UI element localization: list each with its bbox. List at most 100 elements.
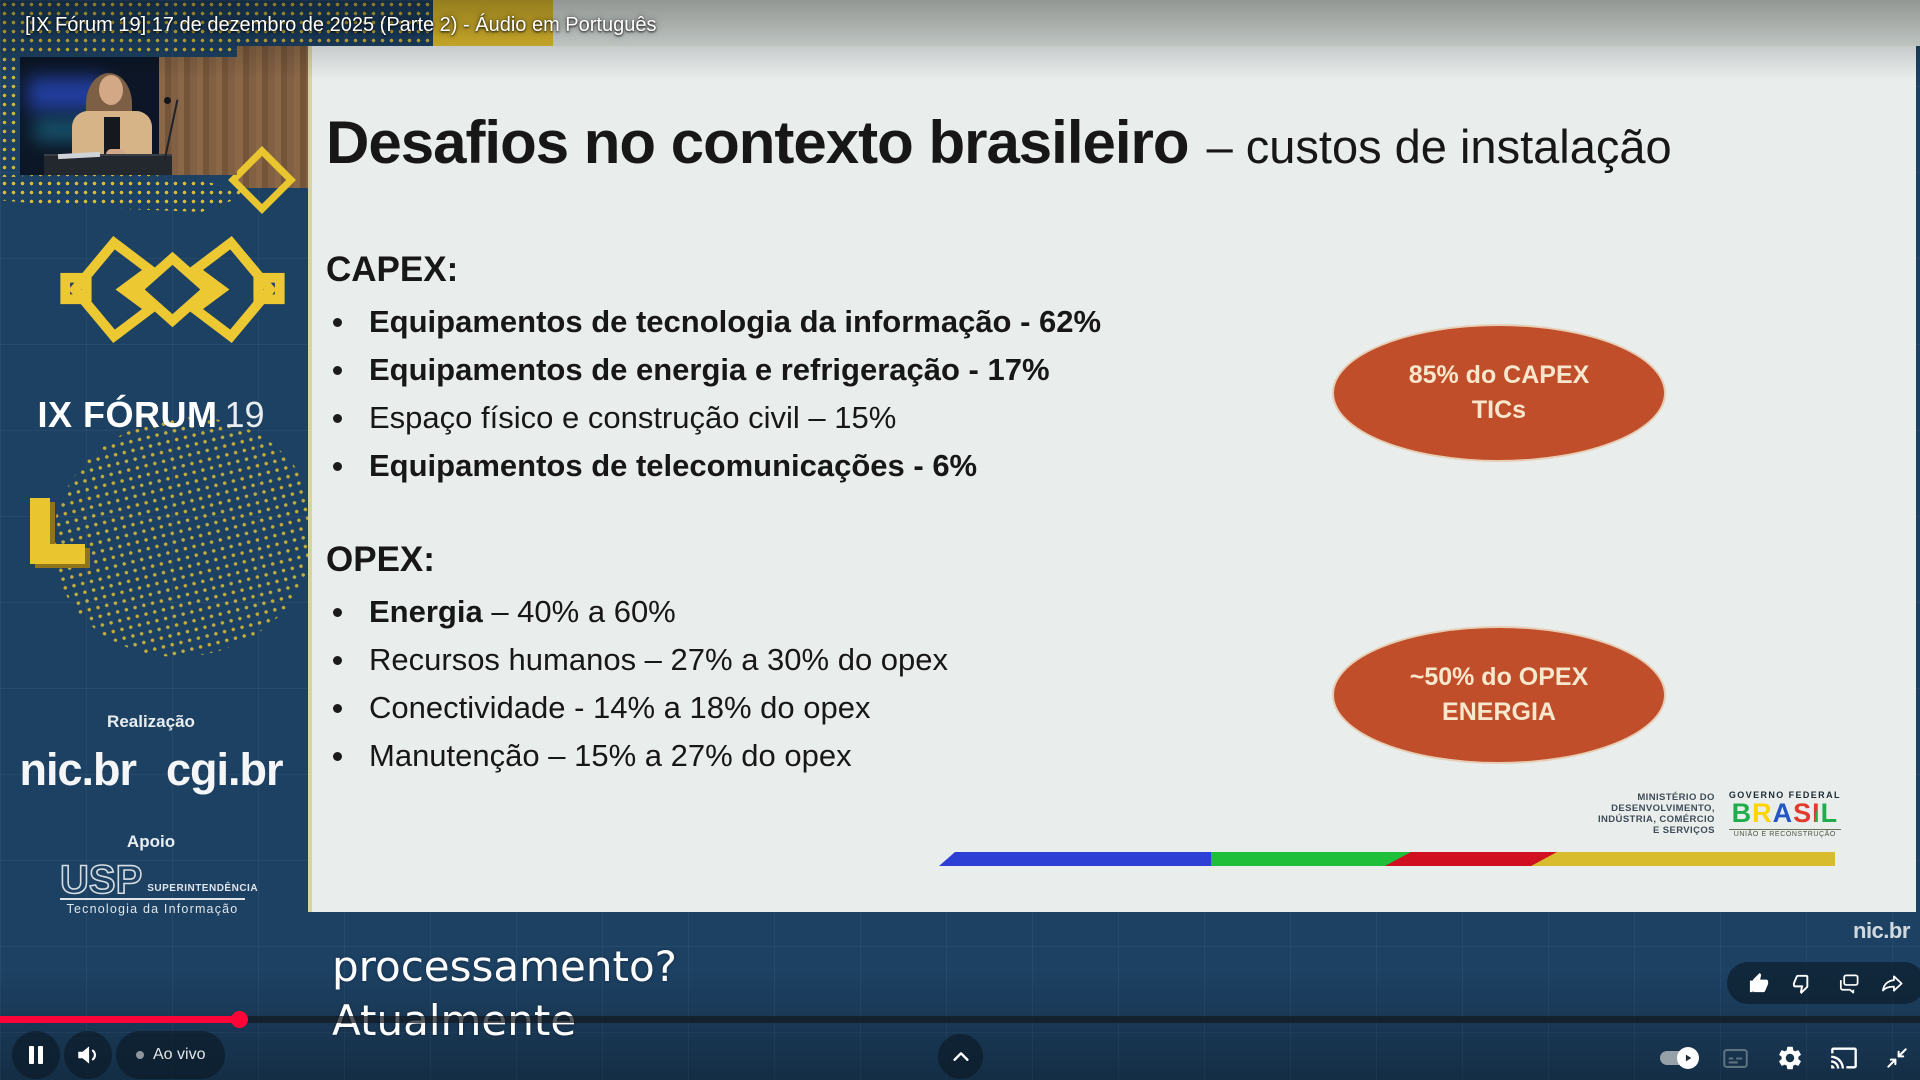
capex-item-text: Equipamentos de telecomunicações - 6% [369, 448, 978, 483]
dot-pattern-left [0, 55, 20, 177]
ministry-line: E SERVIÇOS [1652, 825, 1715, 836]
subtitles-button[interactable] [1722, 1045, 1749, 1072]
expand-controls-button[interactable] [938, 1034, 983, 1079]
ministry-line: DESENVOLVIMENTO, [1611, 803, 1715, 814]
ix-forum-logo-text: IX FÓRUM 19 [0, 394, 302, 436]
brasil-logo: GOVERNO FEDERAL BRASIL UNIÃO E RECONSTRU… [1728, 790, 1841, 838]
comments-button[interactable] [1837, 972, 1860, 995]
progress-bar-track[interactable] [0, 1016, 1920, 1023]
live-indicator[interactable]: Ao vivo [116, 1031, 226, 1079]
uniao-reconstrucao-label: UNIÃO E RECONSTRUÇÃO [1733, 831, 1836, 838]
bullet-dot [333, 655, 342, 665]
dislike-button[interactable] [1792, 972, 1815, 995]
subtitles-icon [1723, 1048, 1749, 1068]
cgibr-logo: cgi.br [166, 744, 284, 795]
bullet-dot [333, 365, 342, 375]
opex-heading: OPEX: [326, 540, 435, 579]
exit-fullscreen-icon [1887, 1048, 1907, 1068]
chevron-up-icon [952, 1051, 969, 1061]
governo-federal-label: GOVERNO FEDERAL [1728, 790, 1841, 800]
nicbr-logo: nic.br [19, 744, 137, 795]
thumbs-up-icon [1749, 972, 1768, 992]
wood-wall [237, 46, 308, 188]
bullet-dot [333, 607, 342, 617]
thumbs-down-icon [1793, 974, 1809, 994]
government-logos: MINISTÉRIO DO DESENVOLVIMENTO, INDÚSTRIA… [1598, 790, 1841, 838]
capex-callout-line2: TICs [1471, 396, 1527, 424]
caption-line-1: processamento? [332, 942, 677, 991]
opex-item-text: – 40% a 60% [482, 594, 676, 629]
bullet-dot [333, 317, 342, 327]
usp-ti-label: Tecnologia da Informação [66, 902, 239, 916]
reactions-bar [1727, 962, 1920, 1004]
opex-callout-line1: ~50% do OPEX [1409, 663, 1589, 691]
slide-title: Desafios no contexto brasileiro – custos… [326, 108, 1672, 177]
capex-item: Equipamentos de energia e refrigeração -… [326, 346, 1101, 394]
settings-button[interactable] [1776, 1044, 1804, 1072]
volume-button[interactable] [64, 1031, 112, 1079]
ix-forum-logo-mark [60, 236, 285, 343]
opex-item-text: Manutenção – 15% a 27% do opex [369, 738, 852, 773]
organizer-logos: nic.br cgi.br [0, 744, 302, 796]
ribbon-blue [939, 852, 1211, 866]
bullet-dot [333, 461, 342, 471]
event-name: IX FÓRUM [37, 394, 218, 435]
cast-icon [1830, 1047, 1857, 1069]
opex-item: Energia – 40% a 60% [326, 588, 948, 636]
bullet-dot [333, 751, 342, 761]
live-label: Ao vivo [153, 1046, 206, 1063]
capex-item: Espaço físico e construção civil – 15% [326, 394, 1101, 442]
gear-icon [1778, 1046, 1801, 1070]
autoplay-toggle[interactable] [1660, 1047, 1699, 1069]
opex-item-lead: Energia [369, 594, 483, 629]
opex-item: Manutenção – 15% a 27% do opex [326, 732, 948, 780]
ministry-line: INDÚSTRIA, COMÉRCIO [1598, 814, 1715, 825]
opex-item: Recursos humanos – 27% a 30% do opex [326, 636, 948, 684]
usp-superintendencia: SUPERINTENDÊNCIA [147, 883, 259, 894]
exit-fullscreen-button[interactable] [1884, 1045, 1910, 1071]
comments-icon [1839, 973, 1859, 993]
brasil-divider [1728, 829, 1841, 830]
autoplay-knob [1677, 1047, 1699, 1069]
l-shape-graphic [30, 498, 90, 568]
opex-list: Energia – 40% a 60% Recursos humanos – 2… [326, 588, 948, 780]
top-scrim [0, 0, 1920, 80]
nicbr-watermark: nic.br [1853, 918, 1910, 943]
opex-item: Conectividade - 14% a 18% do opex [326, 684, 948, 732]
slide-title-sub: – custos de instalação [1206, 120, 1672, 173]
dot-pattern-top [0, 0, 433, 52]
slide-color-ribbon [939, 852, 1861, 866]
video-title-link[interactable]: [IX Fórum 19] 17 de dezembro de 2025 (Pa… [25, 14, 657, 36]
capex-callout-ellipse: 85% do CAPEX TICs [1332, 324, 1666, 462]
usp-divider [60, 898, 245, 900]
yellow-stage-graphic [433, 0, 553, 46]
like-button[interactable] [1748, 972, 1771, 995]
share-button[interactable] [1881, 972, 1904, 995]
capex-item-text: Equipamentos de tecnologia da informação… [369, 304, 1102, 339]
event-number: 19 [224, 394, 265, 435]
speaker-face [99, 75, 123, 105]
slide-title-main: Desafios no contexto brasileiro [326, 109, 1190, 176]
cast-button[interactable] [1830, 1044, 1858, 1072]
progress-scrubber[interactable] [231, 1011, 248, 1028]
volume-icon [78, 1046, 96, 1064]
presentation-slide: Desafios no contexto brasileiro – custos… [308, 46, 1916, 912]
capex-item-text: Espaço físico e construção civil – 15% [369, 400, 897, 435]
capex-item: Equipamentos de tecnologia da informação… [326, 298, 1101, 346]
share-icon [1882, 974, 1903, 992]
speaker-camera [20, 57, 237, 175]
player-settings-bar [1660, 1040, 1910, 1076]
venue-screen-top-strip [553, 0, 1920, 46]
autoplay-track [1660, 1047, 1699, 1069]
capex-callout-line1: 85% do CAPEX [1408, 361, 1590, 389]
podium [44, 154, 172, 175]
bullet-dot [333, 413, 342, 423]
opex-callout-ellipse: ~50% do OPEX ENERGIA [1332, 626, 1666, 764]
play-icon [1685, 1054, 1692, 1062]
capex-heading: CAPEX: [326, 250, 459, 289]
opex-callout-line2: ENERGIA [1442, 698, 1556, 726]
pause-icon [29, 1046, 43, 1064]
live-dot [136, 1051, 144, 1059]
pause-button[interactable] [12, 1031, 60, 1079]
ribbon-green [1211, 852, 1411, 866]
